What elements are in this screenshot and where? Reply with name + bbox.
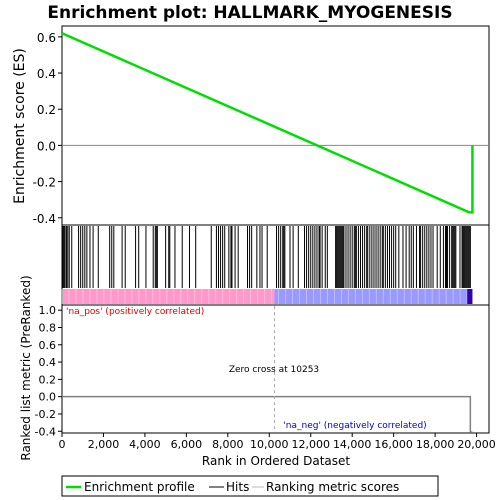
metric-panel-frame [61,304,490,434]
x-tick-label: 18,000 [416,438,455,451]
legend-hits-label: Hits [226,480,249,494]
na-neg-label: 'na_neg' (negatively correlated) [283,421,426,431]
x-tick-label: 6,000 [171,438,203,451]
metric-y-tick-label: -0.4 [35,425,56,438]
metric-y-tick-label: 0.2 [39,373,57,386]
es-y-tick-label: -0.4 [33,212,56,226]
metric-y-tick-label: 0.6 [39,339,57,352]
metric-y-tick-label: 0.0 [39,391,57,404]
es-panel-frame [61,25,490,226]
hits-marks [62,226,471,288]
es-y-axis: -0.4 -0.2 0.0 0.2 0.4 0.6 [33,31,62,226]
es-y-tick-label: 0.6 [37,31,56,45]
metric-y-tick-label: 0.4 [39,356,57,369]
metric-y-tick-label: 0.8 [39,321,57,334]
es-y-tick-label: 0.4 [37,67,56,81]
es-y-tick-label: 0.2 [37,103,56,117]
rank-x-axis: 0 2,000 4,000 6,000 8,000 10,000 12,000 14,000 1… [59,433,496,451]
es-y-tick-label: -0.2 [33,176,56,190]
ranking-band [61,289,473,304]
zero-cross-label: Zero cross at 10253 [229,365,319,375]
x-tick-label: 8,000 [212,438,244,451]
enrichment-profile-line [61,32,474,214]
legend-profile-label: Enrichment profile [84,480,195,494]
metric-y-tick-label: 1.0 [39,304,57,317]
x-tick-label: 20,000 [457,438,496,451]
legend-metric-label: Ranking metric scores [266,480,399,494]
x-tick-label: 16,000 [374,438,413,451]
x-axis-label: Rank in Ordered Dataset [202,454,350,468]
x-tick-label: 2,000 [88,438,120,451]
es-y-label: Enrichment score (ES) [12,48,28,204]
na-pos-label: 'na_pos' (positively correlated) [66,307,204,317]
metric-y-axis: -0.4 -0.2 0.0 0.2 0.4 0.6 0.8 1.0 [35,304,62,438]
metric-y-label: Ranked list metric (PreRanked) [19,275,33,460]
x-tick-label: 10,000 [250,438,289,451]
x-tick-label: 12,000 [291,438,330,451]
es-y-tick-label: 0.0 [37,139,56,153]
ranking-metric-line [62,395,473,433]
x-tick-label: 0 [59,438,66,451]
neg-band [274,289,473,304]
chart-title: Enrichment plot: HALLMARK_MYOGENESIS [47,3,452,23]
band-tail [467,289,473,304]
pos-band [63,289,275,304]
metric-y-tick-label: -0.2 [35,408,56,421]
x-tick-label: 4,000 [129,438,161,451]
legend-box [61,475,439,497]
x-tick-label: 14,000 [333,438,372,451]
